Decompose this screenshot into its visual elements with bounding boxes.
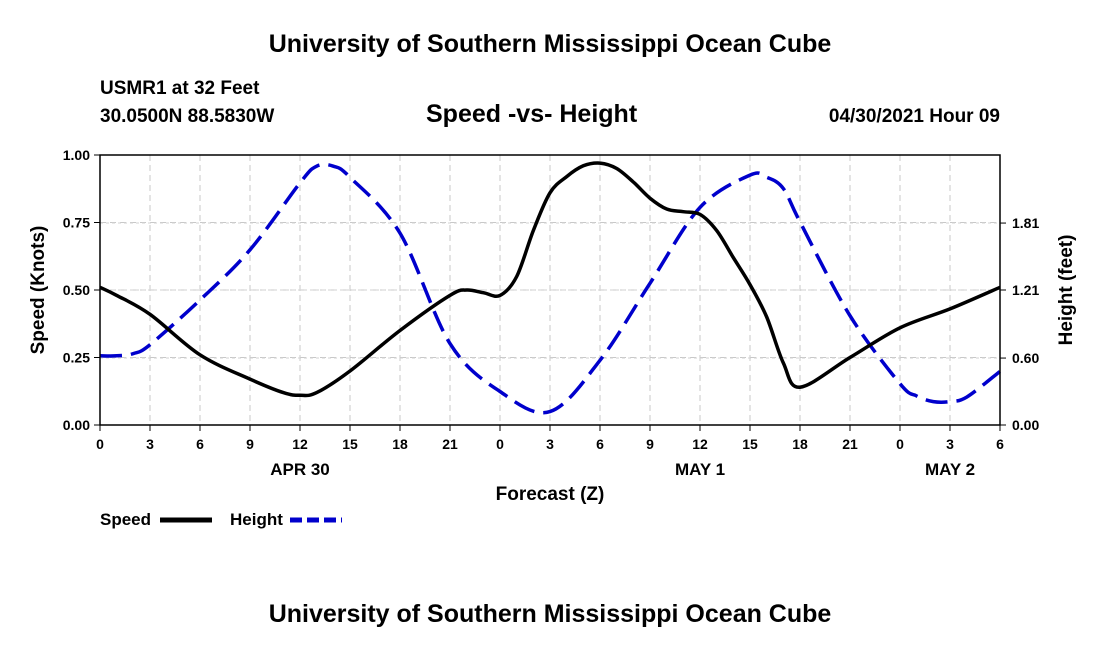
x-tick-label: 21 xyxy=(442,436,458,452)
x-tick-label: 6 xyxy=(196,436,204,452)
x-tick-label: 21 xyxy=(842,436,858,452)
legend-height-label: Height xyxy=(230,510,283,529)
y-tick-label-left: 1.00 xyxy=(63,147,90,163)
y-tick-label-left: 0.25 xyxy=(63,350,90,366)
y-axis-label-left: Speed (Knots) xyxy=(28,226,49,355)
legend-speed-label: Speed xyxy=(100,510,151,529)
y-axis-label-right: Height (feet) xyxy=(1056,235,1077,346)
chart-series xyxy=(99,161,1002,415)
coordinates-label: 30.0500N 88.5830W xyxy=(100,106,275,127)
day-label: APR 30 xyxy=(270,460,330,479)
series-line-height xyxy=(99,162,1002,415)
x-tick-label: 0 xyxy=(896,436,904,452)
day-label: MAY 2 xyxy=(925,460,975,479)
y-tick-label-right: 0.00 xyxy=(1012,417,1039,433)
x-tick-label: 12 xyxy=(692,436,708,452)
x-tick-label: 12 xyxy=(292,436,308,452)
chart-title: Speed -vs- Height xyxy=(426,100,638,128)
x-tick-label: 3 xyxy=(946,436,954,452)
series-line-speed xyxy=(99,161,1001,398)
x-tick-label: 6 xyxy=(996,436,1004,452)
chart-ticks: 0 3 6 9 12 15 18 21 0 3 6 9 12 15 18 21 0 3 6 0.00 0.25 0.50 0… xyxy=(63,147,1040,479)
x-tick-label: 15 xyxy=(742,436,758,452)
x-axis-label: Forecast (Z) xyxy=(496,484,605,505)
x-tick-label: 9 xyxy=(646,436,654,452)
x-tick-label: 6 xyxy=(596,436,604,452)
y-tick-label-right: 0.60 xyxy=(1012,350,1039,366)
page-title-bottom: University of Southern Mississippi Ocean… xyxy=(268,600,832,628)
legend: Speed Height xyxy=(100,510,342,529)
y-tick-label-right: 1.81 xyxy=(1012,215,1039,231)
x-tick-label: 0 xyxy=(96,436,104,452)
datetime-label: 04/30/2021 Hour 09 xyxy=(828,106,1000,127)
page-title-top: University of Southern Mississippi Ocean… xyxy=(268,30,832,58)
y-tick-label-left: 0.50 xyxy=(63,282,90,298)
x-tick-label: 18 xyxy=(392,436,408,452)
day-label: MAY 1 xyxy=(675,460,725,479)
x-tick-label: 9 xyxy=(246,436,254,452)
y-tick-label-right: 1.21 xyxy=(1012,282,1039,298)
x-tick-label: 0 xyxy=(496,436,504,452)
y-tick-label-left: 0.75 xyxy=(63,215,90,231)
y-tick-label-left: 0.00 xyxy=(63,417,90,433)
x-tick-label: 3 xyxy=(146,436,154,452)
x-tick-label: 3 xyxy=(546,436,554,452)
x-tick-label: 15 xyxy=(342,436,358,452)
station-label: USMR1 at 32 Feet xyxy=(100,78,260,99)
x-tick-label: 18 xyxy=(792,436,808,452)
